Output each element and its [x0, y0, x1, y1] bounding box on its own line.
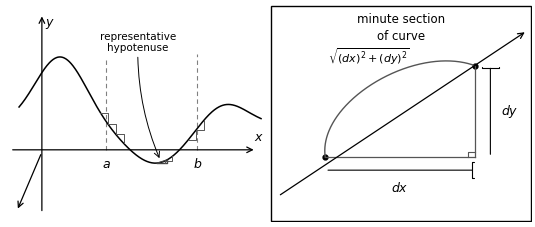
Text: a: a: [102, 158, 110, 171]
Text: $\sqrt{(dx)^2+(dy)^2}$: $\sqrt{(dx)^2+(dy)^2}$: [328, 47, 410, 67]
Text: minute section
of curve: minute section of curve: [357, 13, 445, 43]
Text: x: x: [254, 131, 262, 144]
Text: $dy$: $dy$: [501, 103, 518, 120]
Text: y: y: [45, 16, 53, 29]
Text: $dx$: $dx$: [391, 181, 409, 195]
Text: representative
hypotenuse: representative hypotenuse: [100, 32, 176, 53]
Text: b: b: [193, 158, 201, 171]
